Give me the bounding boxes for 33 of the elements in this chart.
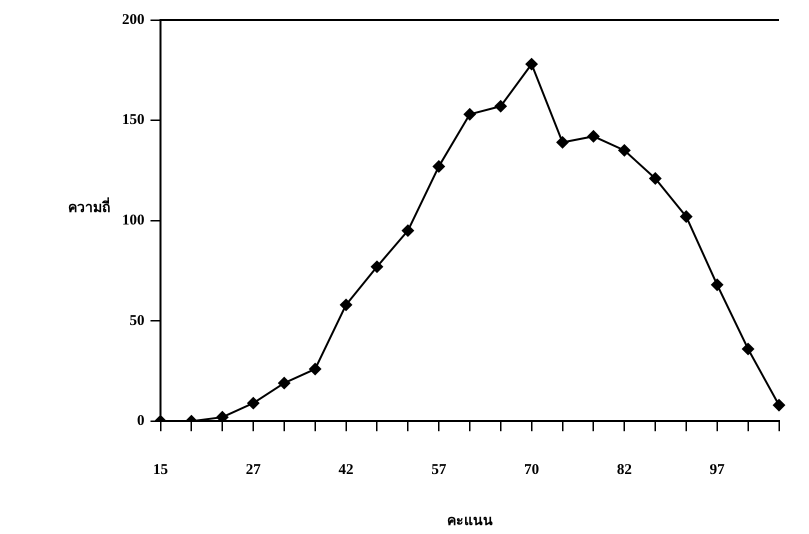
- point: [680, 210, 692, 223]
- point: [340, 298, 352, 311]
- point: [464, 108, 476, 120]
- y-tick-label: 100: [122, 212, 144, 228]
- x-tick-label: 70: [524, 462, 540, 478]
- point: [402, 224, 414, 237]
- y-tick-label: 200: [122, 12, 144, 28]
- y-axis-title: ความถี่: [67, 196, 111, 218]
- x-tick-label: 27: [246, 462, 262, 478]
- y-tick-label: 0: [137, 413, 144, 430]
- point: [711, 278, 724, 291]
- point: [587, 130, 600, 142]
- point: [247, 397, 260, 410]
- x-tick-label: 57: [431, 462, 447, 478]
- point: [309, 363, 322, 376]
- point: [556, 136, 569, 148]
- point: [278, 377, 290, 390]
- point: [494, 100, 507, 112]
- point: [618, 144, 630, 156]
- x-tick-label: 15: [153, 462, 168, 478]
- y-tick-label: 150: [122, 112, 144, 128]
- x-tick-label: 82: [616, 462, 632, 478]
- x-tick-label: 97: [710, 462, 726, 478]
- point: [432, 160, 445, 172]
- point: [370, 260, 383, 273]
- x-tick-label: 42: [338, 462, 354, 478]
- point: [216, 411, 228, 422]
- point: [742, 342, 754, 355]
- y-tick-label: 50: [130, 312, 144, 329]
- x-axis-title: คะแนน: [446, 513, 493, 530]
- point: [773, 399, 785, 412]
- point: [526, 58, 538, 70]
- point: [649, 172, 662, 184]
